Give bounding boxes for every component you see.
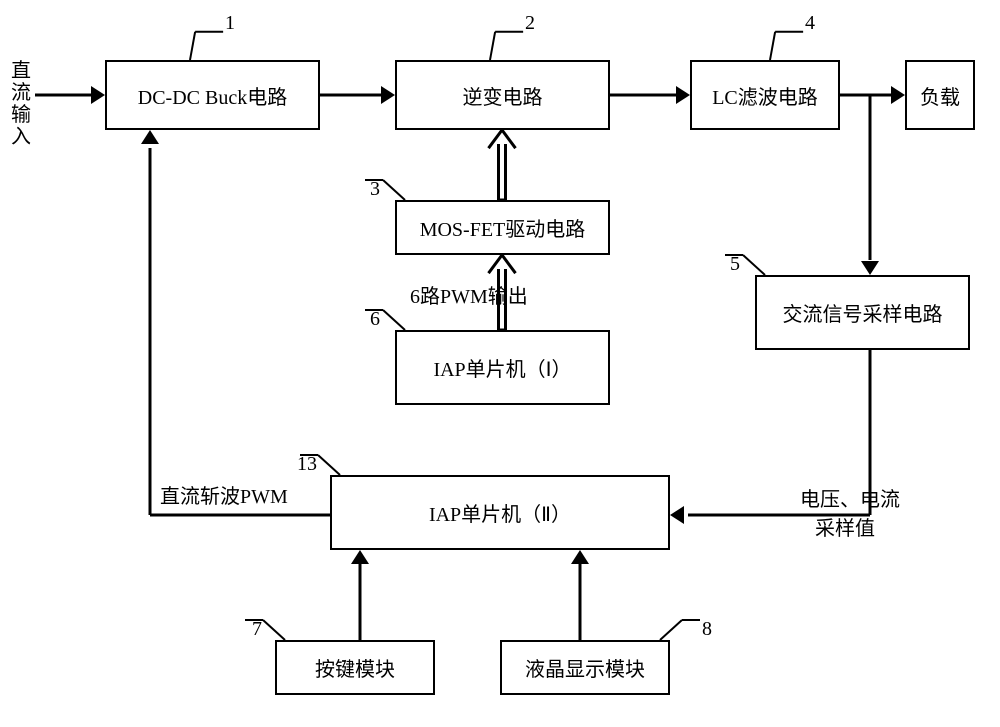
ref-7: 7 — [252, 618, 262, 641]
box-dcdc: DC-DC Buck电路 — [105, 60, 320, 130]
label-dc-chop-pwm: 直流斩波PWM — [160, 480, 288, 509]
box-lc-filter-text: LC滤波电路 — [712, 81, 818, 110]
ref-13: 13 — [297, 453, 317, 476]
box-lcd: 液晶显示模块 — [500, 640, 670, 695]
box-iap1: IAP单片机（Ⅰ） — [395, 330, 610, 405]
box-dcdc-text: DC-DC Buck电路 — [138, 81, 287, 110]
ref-4: 4 — [805, 12, 815, 35]
box-mosfet-driver-text: MOS-FET驱动电路 — [420, 213, 586, 242]
label-6pwm-text: 6路PWM输出 — [410, 286, 528, 308]
box-lc-filter: LC滤波电路 — [690, 60, 840, 130]
ref-1: 1 — [225, 12, 235, 35]
box-iap2: IAP单片机（Ⅱ） — [330, 475, 670, 550]
box-keys: 按键模块 — [275, 640, 435, 695]
box-ac-sampling-text: 交流信号采样电路 — [783, 298, 943, 327]
box-load: 负载 — [905, 60, 975, 130]
box-iap1-text: IAP单片机（Ⅰ） — [433, 353, 571, 382]
input-label-text: 直流 输入 — [11, 60, 31, 148]
label-dc-chop-pwm-text: 直流斩波PWM — [160, 486, 288, 508]
ref-6: 6 — [370, 308, 380, 331]
box-inverter: 逆变电路 — [395, 60, 610, 130]
box-lcd-text: 液晶显示模块 — [525, 653, 645, 682]
ref-5: 5 — [730, 253, 740, 276]
label-vi-sample: 电压、电流 采样值 — [790, 460, 900, 541]
label-vi-sample-text: 电压、电流 采样值 — [800, 489, 900, 540]
ref-3: 3 — [370, 178, 380, 201]
box-mosfet-driver: MOS-FET驱动电路 — [395, 200, 610, 255]
box-ac-sampling: 交流信号采样电路 — [755, 275, 970, 350]
box-keys-text: 按键模块 — [315, 653, 395, 682]
ref-2: 2 — [525, 12, 535, 35]
box-load-text: 负载 — [920, 81, 960, 110]
box-iap2-text: IAP单片机（Ⅱ） — [429, 498, 571, 527]
box-inverter-text: 逆变电路 — [463, 81, 543, 110]
input-label: 直流 输入 — [10, 60, 32, 148]
ref-8: 8 — [702, 618, 712, 641]
label-6pwm: 6路PWM输出 — [410, 280, 528, 309]
